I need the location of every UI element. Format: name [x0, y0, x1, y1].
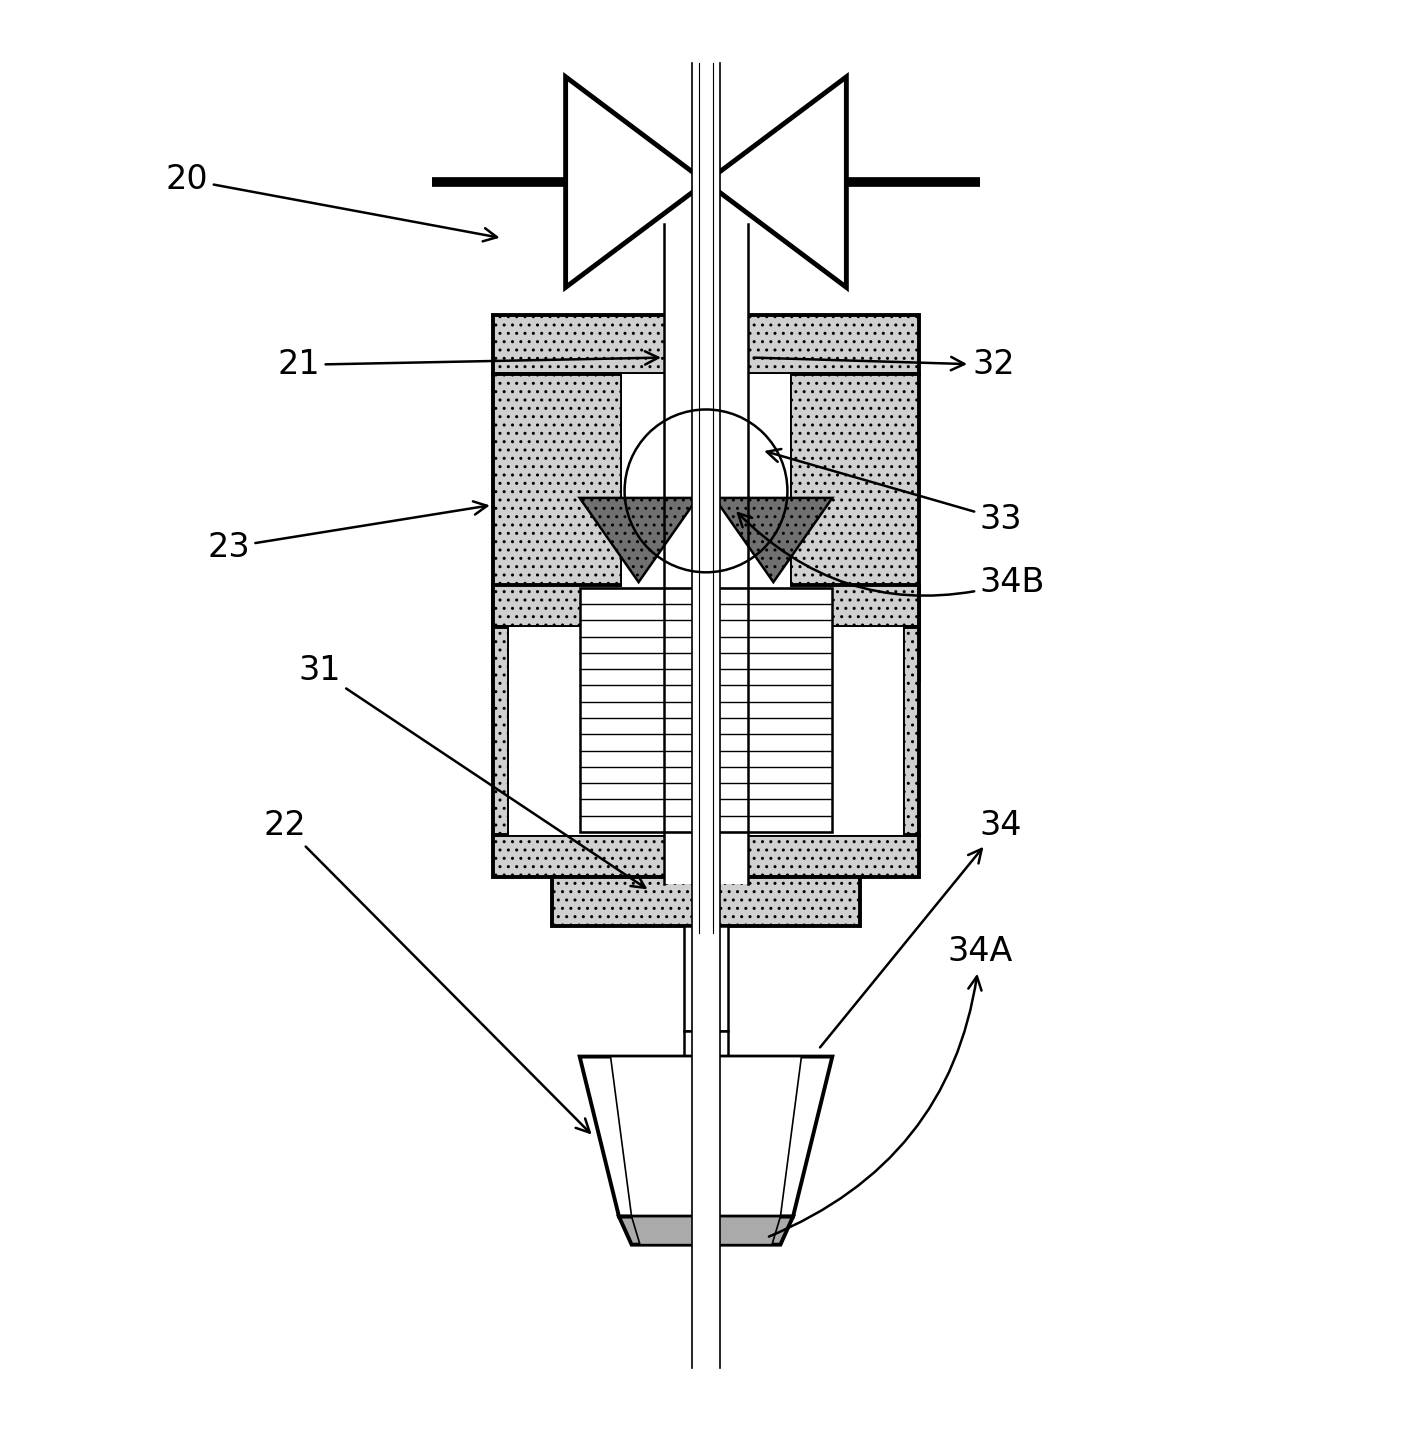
- Polygon shape: [714, 499, 832, 582]
- Polygon shape: [566, 77, 706, 288]
- Bar: [493, 627, 919, 681]
- Bar: [621, 374, 791, 627]
- Circle shape: [624, 409, 788, 572]
- Bar: [683, 926, 729, 1032]
- Bar: [510, 627, 902, 835]
- Polygon shape: [580, 499, 698, 582]
- Text: 33: 33: [767, 449, 1022, 536]
- Text: 34B: 34B: [738, 513, 1045, 600]
- Text: 34: 34: [820, 809, 1022, 1048]
- Bar: [683, 1032, 729, 1056]
- Polygon shape: [631, 1217, 781, 1244]
- Bar: [664, 224, 748, 884]
- Text: 21: 21: [277, 348, 658, 381]
- Bar: [714, 588, 832, 832]
- Bar: [493, 627, 510, 835]
- Bar: [902, 627, 919, 835]
- Bar: [580, 588, 698, 832]
- Polygon shape: [706, 77, 846, 288]
- Bar: [552, 877, 860, 926]
- Text: 31: 31: [298, 655, 645, 887]
- Bar: [493, 315, 919, 374]
- Bar: [692, 49, 720, 1368]
- Text: 32: 32: [754, 348, 1015, 381]
- Polygon shape: [580, 1056, 832, 1217]
- Bar: [493, 585, 919, 627]
- Bar: [791, 374, 919, 627]
- Text: 20: 20: [165, 163, 497, 241]
- Text: 34A: 34A: [770, 935, 1012, 1237]
- Polygon shape: [618, 1217, 794, 1244]
- Bar: [493, 374, 621, 627]
- Text: 23: 23: [208, 501, 487, 564]
- Text: 22: 22: [263, 809, 590, 1133]
- Polygon shape: [610, 1056, 802, 1217]
- Bar: [493, 835, 919, 877]
